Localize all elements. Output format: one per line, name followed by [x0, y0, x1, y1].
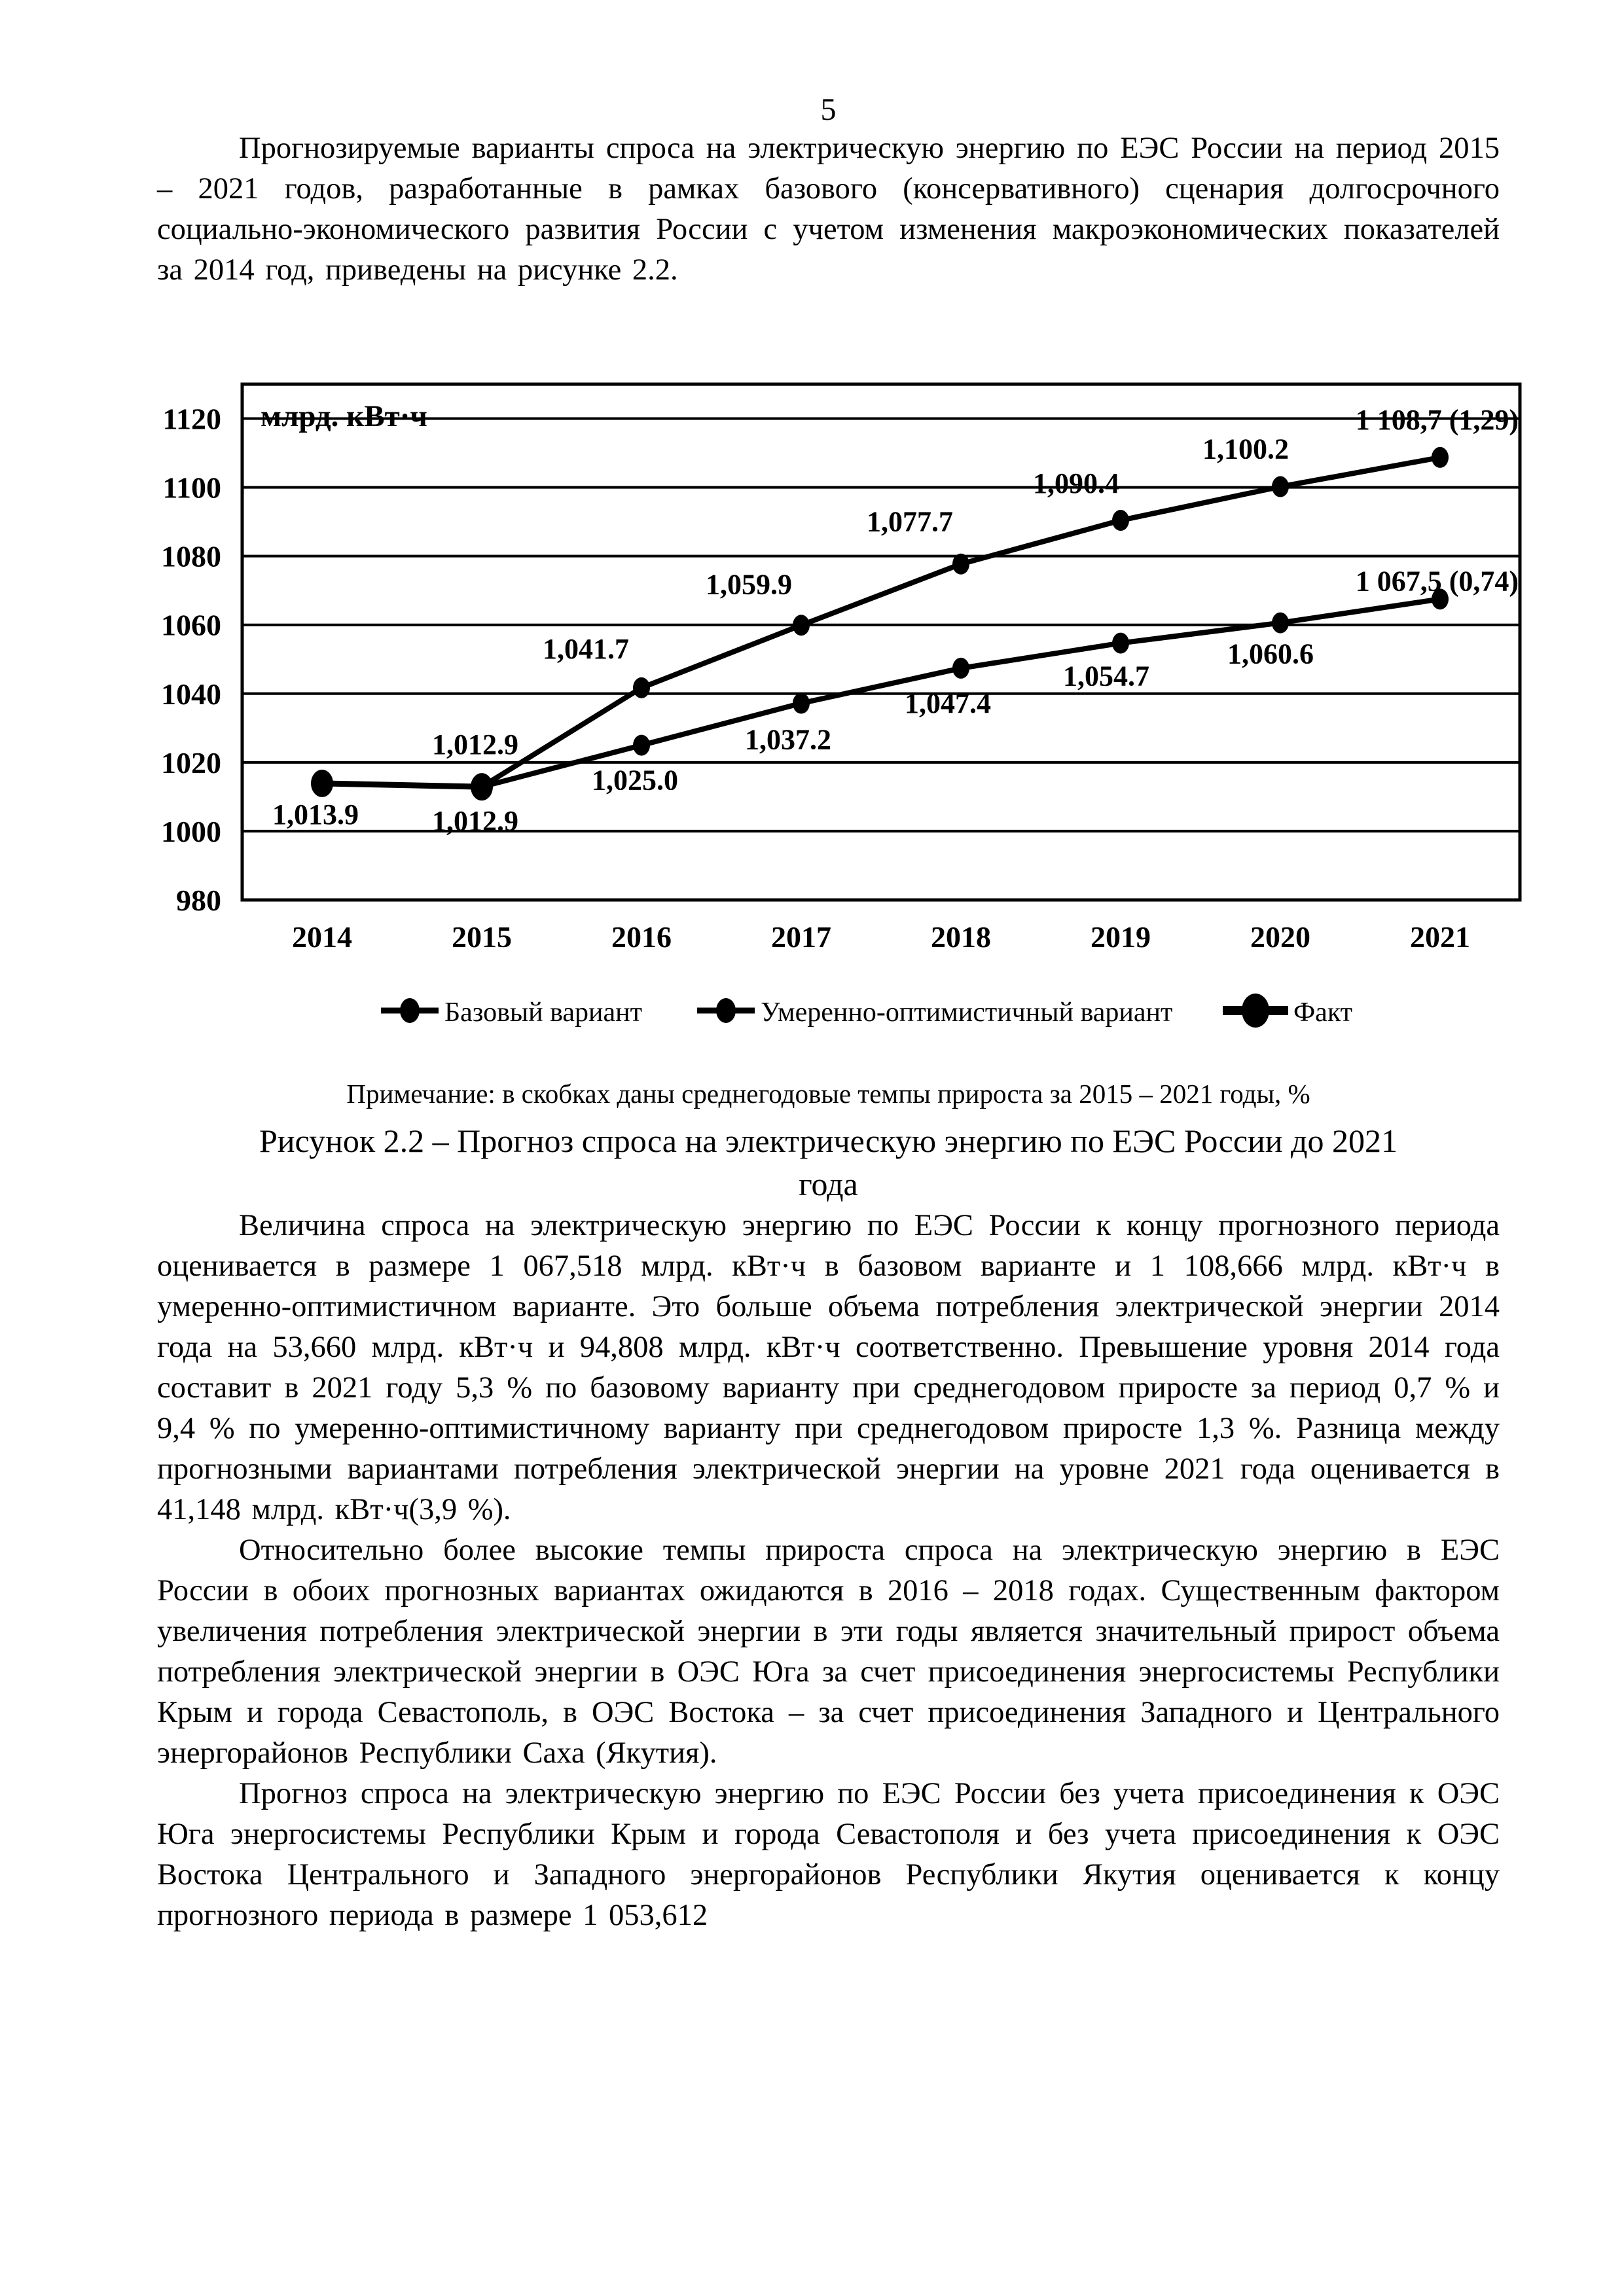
svg-text:1,059.9: 1,059.9	[706, 568, 792, 600]
svg-text:2015: 2015	[452, 920, 512, 954]
chart-data-labels: 1,012.9 1,025.0 1,037.2 1,047.4 1,054.7 1,060…	[272, 404, 1519, 837]
paragraph-intro: Прогнозируемые варианты спроса на электр…	[157, 132, 1500, 287]
svg-text:1,047.4: 1,047.4	[905, 687, 991, 719]
svg-text:1100: 1100	[163, 471, 221, 505]
svg-text:Умеренно-оптимистичный вариант: Умеренно-оптимистичный вариант	[761, 997, 1172, 1028]
figure-note: Примечание: в скобках даны среднегодовые…	[346, 1079, 1310, 1109]
svg-text:Факт: Факт	[1293, 997, 1352, 1028]
svg-text:1120: 1120	[163, 403, 221, 436]
svg-text:2018: 2018	[931, 920, 991, 954]
svg-text:1 067,5 (0,74): 1 067,5 (0,74)	[1356, 565, 1519, 597]
page-number: 5	[820, 92, 837, 127]
svg-text:1,100.2: 1,100.2	[1202, 433, 1289, 465]
svg-text:2019: 2019	[1091, 920, 1151, 954]
svg-text:2014: 2014	[292, 920, 352, 954]
figure-caption-line1: Рисунок 2.2 – Прогноз спроса на электрич…	[259, 1122, 1398, 1159]
chart-legend: Базовый вариант Умеренно-оптимистичный ва…	[381, 994, 1352, 1028]
chart-frame	[240, 382, 1522, 902]
svg-text:2017: 2017	[771, 920, 831, 954]
svg-text:1040: 1040	[161, 677, 221, 711]
svg-text:980: 980	[176, 884, 221, 917]
chart-unit-label: млрд. кВт·ч	[261, 399, 427, 433]
demand-forecast-chart: 980 1000 1020 1040 1060 1080 1100 1120 млрд. кВт…	[161, 382, 1522, 1028]
svg-text:1,077.7: 1,077.7	[867, 506, 953, 538]
svg-text:1,054.7: 1,054.7	[1063, 660, 1149, 692]
svg-text:млрд. кВт·ч: млрд. кВт·ч	[261, 399, 427, 433]
svg-text:1,012.9: 1,012.9	[432, 728, 518, 761]
chart-y-axis-labels: 980 1000 1020 1040 1060 1080 1100 1120	[161, 403, 221, 917]
svg-text:1,060.6: 1,060.6	[1227, 638, 1314, 670]
document-page: 5 Прогнозируемые варианты спроса на элек…	[157, 92, 1522, 1932]
chart-gridlines	[242, 417, 1520, 833]
svg-text:Базовый вариант: Базовый вариант	[444, 997, 642, 1028]
chart-series-3	[311, 769, 493, 801]
svg-text:2021: 2021	[1410, 920, 1470, 954]
svg-text:1020: 1020	[161, 746, 221, 780]
svg-text:2016: 2016	[611, 920, 672, 954]
paragraph-growth-factors: Относительно более высокие темпы прирост…	[157, 1534, 1500, 1770]
chart-x-axis-labels: 2014 2015 2016 2017 2018 2019 2020 2021	[292, 920, 1470, 954]
svg-text:1,012.9: 1,012.9	[432, 805, 518, 837]
svg-text:2020: 2020	[1250, 920, 1310, 954]
svg-text:1080: 1080	[161, 540, 221, 573]
svg-text:1060: 1060	[161, 609, 221, 642]
figure-caption: Рисунок 2.2 – Прогноз спроса на электрич…	[157, 1119, 1500, 1206]
paragraph-forecast-excluding: Прогноз спроса на электрическую энергию …	[157, 1777, 1500, 1932]
svg-text:1,013.9: 1,013.9	[272, 798, 359, 831]
paragraph-demand-estimate: Величина спроса на электрическую энергию…	[157, 1209, 1500, 1526]
svg-text:1 108,7 (1,29): 1 108,7 (1,29)	[1356, 404, 1519, 436]
svg-text:1,037.2: 1,037.2	[745, 724, 831, 756]
svg-text:1,025.0: 1,025.0	[592, 764, 678, 797]
svg-text:1,090.4: 1,090.4	[1033, 467, 1119, 499]
svg-text:1,041.7: 1,041.7	[543, 633, 629, 665]
svg-text:1000: 1000	[161, 815, 221, 848]
figure-caption-line2: года	[799, 1166, 858, 1202]
